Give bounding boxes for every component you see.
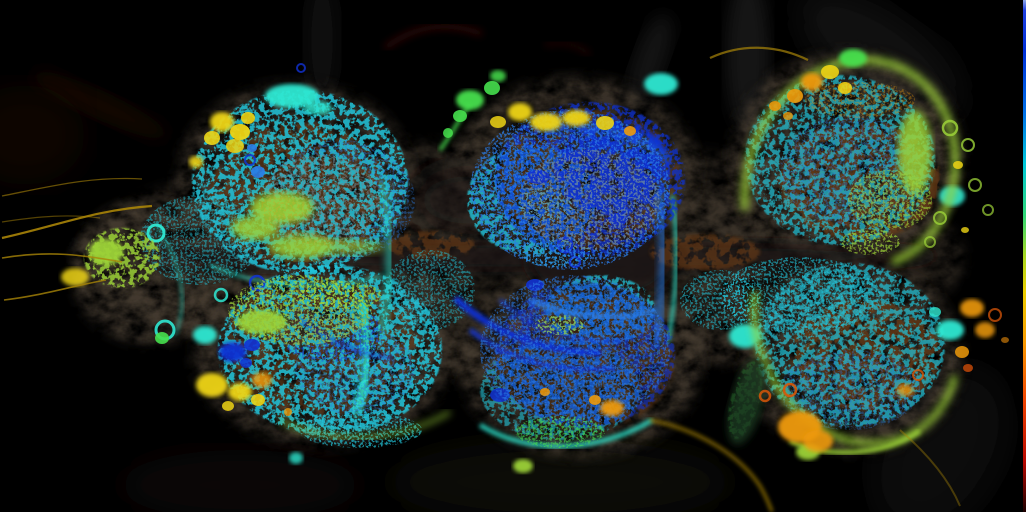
depth-colorbar <box>1023 0 1026 512</box>
